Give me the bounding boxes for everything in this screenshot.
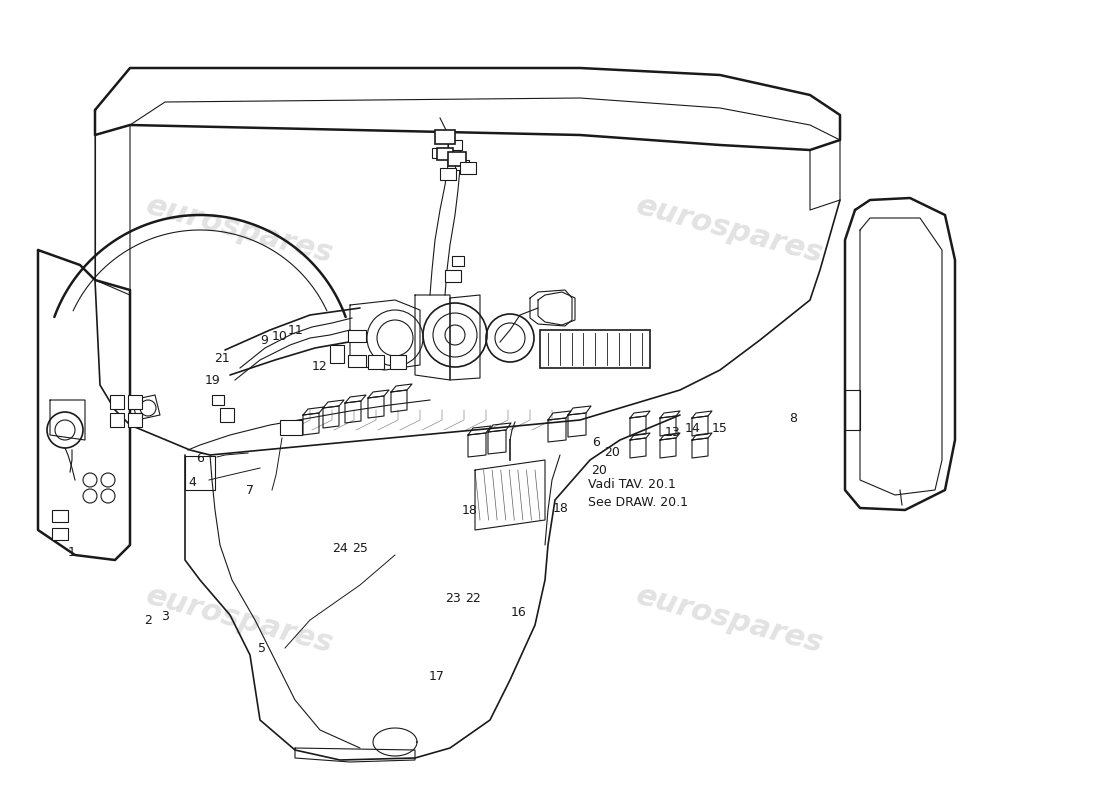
Bar [437,148,453,160]
Bar [128,395,142,409]
Text: 8: 8 [789,411,797,425]
Bar [348,330,366,342]
Text: 9: 9 [260,334,268,347]
Bar [434,130,455,144]
Text: 24: 24 [332,542,348,555]
Bar [212,395,224,405]
Text: 17: 17 [429,670,444,683]
Bar [110,413,124,427]
Text: 18: 18 [553,502,569,515]
Bar [348,355,366,367]
Text: 18: 18 [462,505,477,518]
Text: 21: 21 [214,353,230,366]
Text: 22: 22 [465,593,481,606]
Bar [452,256,464,266]
Text: 2: 2 [144,614,152,626]
Text: 3: 3 [161,610,169,623]
Bar [390,355,406,369]
Text: eurospares: eurospares [143,191,337,269]
Text: 15: 15 [712,422,728,435]
Bar [220,408,234,422]
Text: 20: 20 [591,465,607,478]
Text: eurospares: eurospares [143,581,337,659]
Bar [280,420,302,435]
Text: 16: 16 [512,606,527,618]
Bar [330,345,344,363]
Text: 19: 19 [205,374,221,387]
Bar [432,148,446,158]
Bar [460,162,476,174]
Text: Vadi TAV. 20.1
See DRAW. 20.1: Vadi TAV. 20.1 See DRAW. 20.1 [588,478,688,509]
Text: 7: 7 [246,485,254,498]
Text: 4: 4 [188,477,196,490]
Bar [540,330,650,368]
Text: 23: 23 [446,593,461,606]
Bar [448,140,462,150]
Text: 6: 6 [592,435,600,449]
Text: 25: 25 [352,542,367,555]
Bar [110,395,124,409]
Text: 20: 20 [604,446,620,459]
Text: 6: 6 [196,451,204,465]
Bar [52,528,68,540]
Text: 14: 14 [685,422,701,435]
Bar [368,355,384,369]
Bar [128,413,142,427]
Text: eurospares: eurospares [634,191,827,269]
Text: 10: 10 [272,330,288,342]
Text: 11: 11 [288,323,304,337]
Bar [52,510,68,522]
Text: eurospares: eurospares [634,581,827,659]
Bar [446,270,461,282]
Text: 13: 13 [666,426,681,439]
Text: 5: 5 [258,642,266,654]
Bar [440,168,456,180]
Text: 1: 1 [68,546,76,559]
Bar [455,160,469,170]
Text: 12: 12 [312,361,328,374]
Bar [448,152,466,166]
